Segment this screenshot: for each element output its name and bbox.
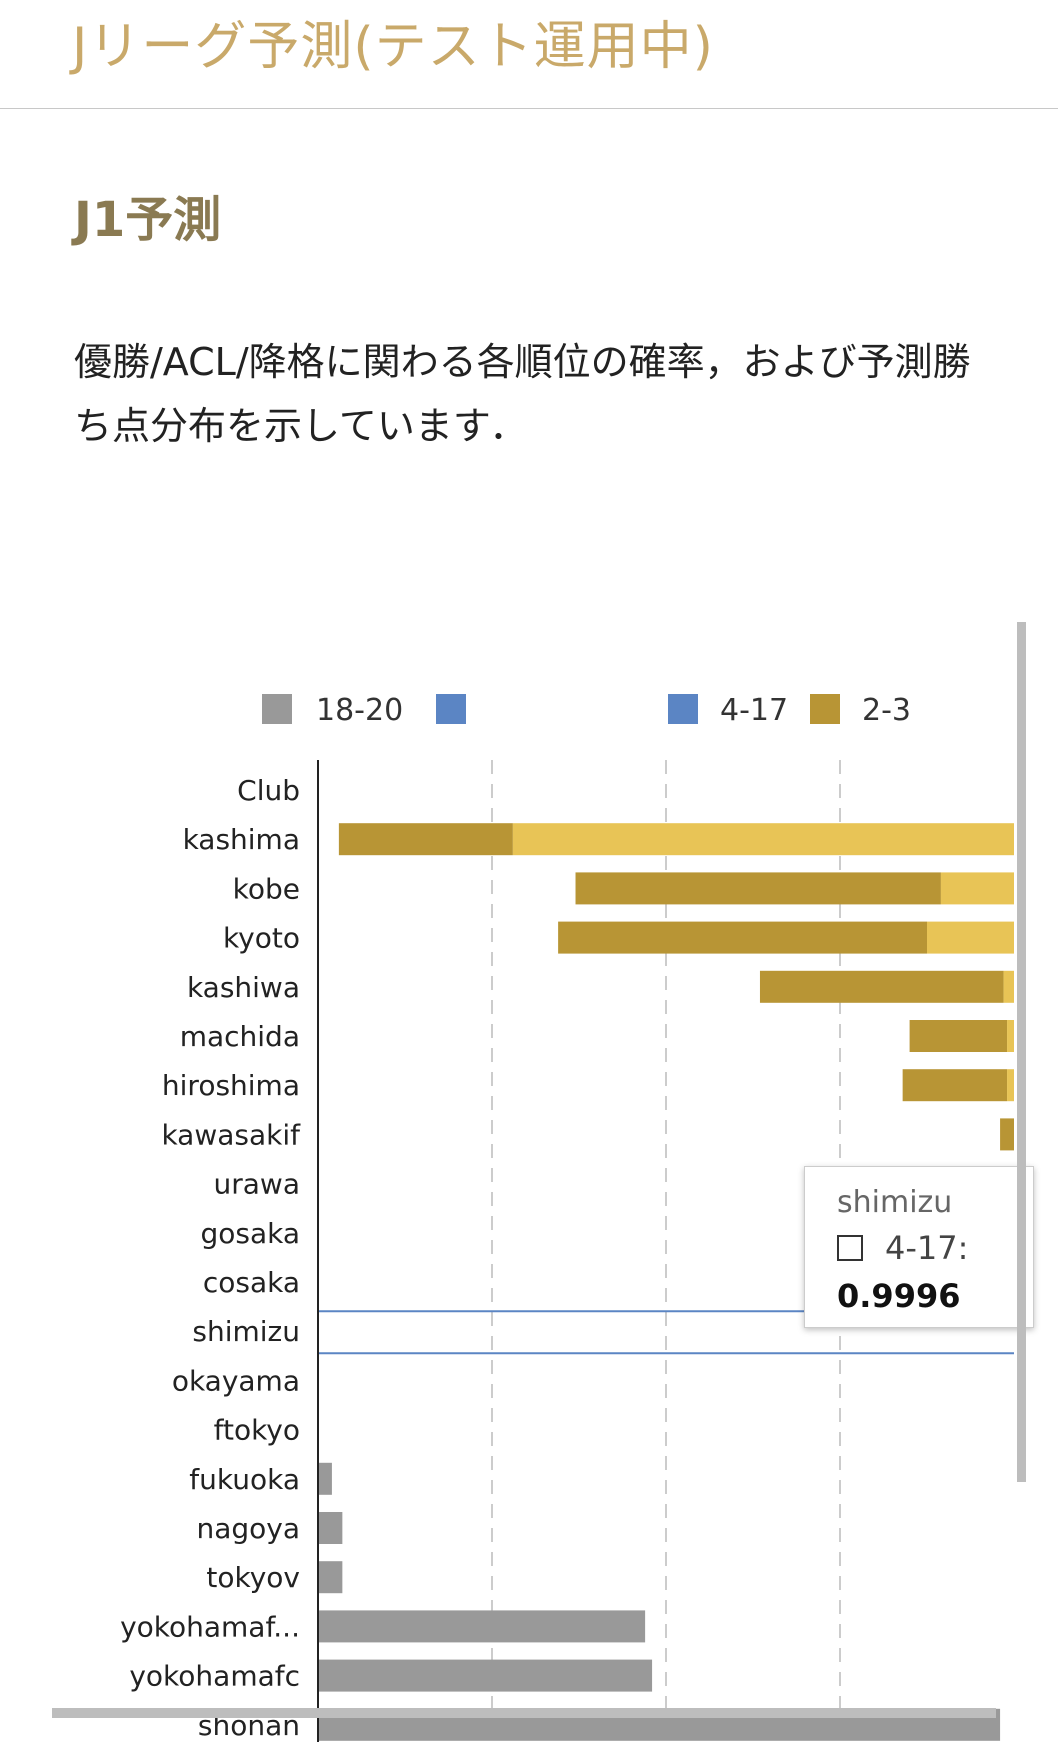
- bar-segment[interactable]: [318, 1610, 646, 1643]
- bar-segment[interactable]: [318, 1561, 343, 1594]
- legend-swatch[interactable]: [262, 694, 292, 724]
- category-label: urawa: [214, 1168, 300, 1201]
- tooltip-swatch: [837, 1235, 863, 1261]
- site-header: Jリーグ予測(テスト運用中): [0, 0, 1058, 109]
- category-label: kawasakif: [161, 1118, 301, 1151]
- vertical-scrollbar[interactable]: [1017, 622, 1026, 1482]
- legend-swatch[interactable]: [810, 694, 840, 724]
- category-label: machida: [180, 1020, 300, 1053]
- bar-segment[interactable]: [318, 1512, 343, 1544]
- category-label: gosaka: [200, 1217, 300, 1250]
- legend-swatch[interactable]: [436, 694, 466, 724]
- category-header: Club: [237, 774, 300, 807]
- legend-label[interactable]: 2-3: [862, 693, 911, 728]
- category-label: kashima: [183, 823, 300, 856]
- category-label: hiroshima: [162, 1069, 300, 1102]
- bar-segment[interactable]: [902, 1069, 1008, 1102]
- section-title: J1予測: [74, 192, 222, 248]
- category-label: kashiwa: [187, 971, 300, 1004]
- bar-segment[interactable]: [318, 1659, 653, 1692]
- section-description: 優勝/ACL/降格に関わる各順位の確率，および予測勝ち点分布を示しています．: [74, 340, 971, 448]
- site-title[interactable]: Jリーグ予測(テスト運用中): [72, 17, 714, 77]
- rank-probability-chart: 18-20 4-17 2-3 Club kashima kobe kyoto kashiwa m…: [120, 693, 1014, 1742]
- category-label: kyoto: [223, 922, 300, 955]
- category-label: yokohamafc: [129, 1660, 300, 1693]
- bar-segment[interactable]: [1007, 1069, 1014, 1102]
- legend-swatch[interactable]: [668, 694, 698, 724]
- category-label: tokyov: [206, 1561, 300, 1594]
- legend-label[interactable]: 18-20: [316, 693, 403, 728]
- horizontal-scrollbar[interactable]: [52, 1708, 996, 1718]
- bar-segment[interactable]: [1007, 1020, 1014, 1052]
- chart-container: 18-20 4-17 2-3 Club kashima kobe kyoto kashiwa m…: [0, 620, 1058, 1742]
- bar-segment[interactable]: [909, 1020, 1008, 1052]
- bar-segment[interactable]: [512, 823, 1014, 856]
- legend-label[interactable]: 4-17: [720, 693, 788, 728]
- bar-segment[interactable]: [940, 872, 1014, 905]
- bar-segment[interactable]: [318, 1462, 332, 1495]
- category-label: yokohamaf...: [120, 1610, 300, 1643]
- category-label: okayama: [172, 1364, 300, 1397]
- bar-segment[interactable]: [1000, 1118, 1014, 1151]
- category-label: kobe: [233, 872, 300, 905]
- bar-segment[interactable]: [338, 823, 513, 856]
- chart-tooltip: shimizu 4-17: 0.9996: [804, 1166, 1034, 1328]
- tooltip-series: 4-17:: [885, 1229, 969, 1267]
- category-label: shimizu: [192, 1315, 300, 1348]
- category-label: nagoya: [196, 1512, 300, 1545]
- bar-segment[interactable]: [1003, 970, 1014, 1003]
- bar-segment[interactable]: [927, 921, 1014, 954]
- tooltip-club: shimizu: [837, 1185, 953, 1220]
- bar-segment[interactable]: [558, 921, 927, 954]
- bar-segment[interactable]: [575, 872, 941, 905]
- tooltip-value: 0.9996: [837, 1277, 961, 1315]
- category-label: ftokyo: [214, 1414, 300, 1447]
- bar-segment[interactable]: [759, 970, 1004, 1003]
- category-label: fukuoka: [189, 1463, 300, 1496]
- category-label: cosaka: [203, 1266, 300, 1299]
